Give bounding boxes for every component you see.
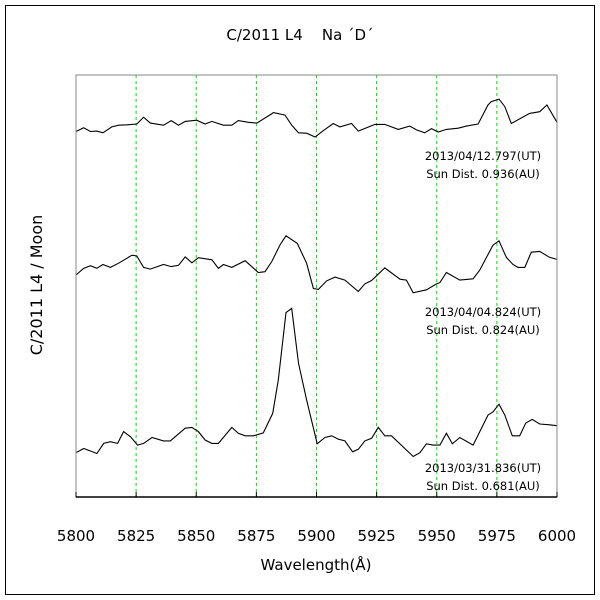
- series-annotation: 2013/04/12.797(UT): [425, 149, 541, 163]
- x-tick-label: 5925: [358, 527, 396, 545]
- spectrum-line-0: [75, 98, 558, 138]
- series-annotation: Sun Dist. 0.936(AU): [426, 167, 540, 181]
- x-tick-label: 5875: [237, 527, 275, 545]
- series-annotation: Sun Dist. 0.824(AU): [426, 323, 540, 337]
- x-tick-label: 5825: [117, 527, 155, 545]
- x-tick-label: 5900: [297, 527, 335, 545]
- spectrum-line-2: [75, 307, 558, 458]
- x-tick-label: 5950: [418, 527, 456, 545]
- outer-frame: [5, 5, 595, 595]
- x-tick-label: 5850: [177, 527, 215, 545]
- x-tick-label: 5975: [478, 527, 516, 545]
- series-annotation: 2013/04/04.824(UT): [425, 305, 541, 319]
- x-tick-label: 6000: [538, 527, 576, 545]
- x-axis-label: Wavelength(Å): [261, 555, 372, 574]
- y-axis-label: C/2011 L4 / Moon: [27, 215, 46, 356]
- series-annotation: Sun Dist. 0.681(AU): [426, 479, 540, 493]
- spectrum-line-1: [75, 235, 558, 294]
- series-annotation: 2013/03/31.836(UT): [425, 461, 541, 475]
- chart-title: C/2011 L4 Na ´D´: [226, 26, 373, 44]
- x-tick-label: 5800: [57, 527, 95, 545]
